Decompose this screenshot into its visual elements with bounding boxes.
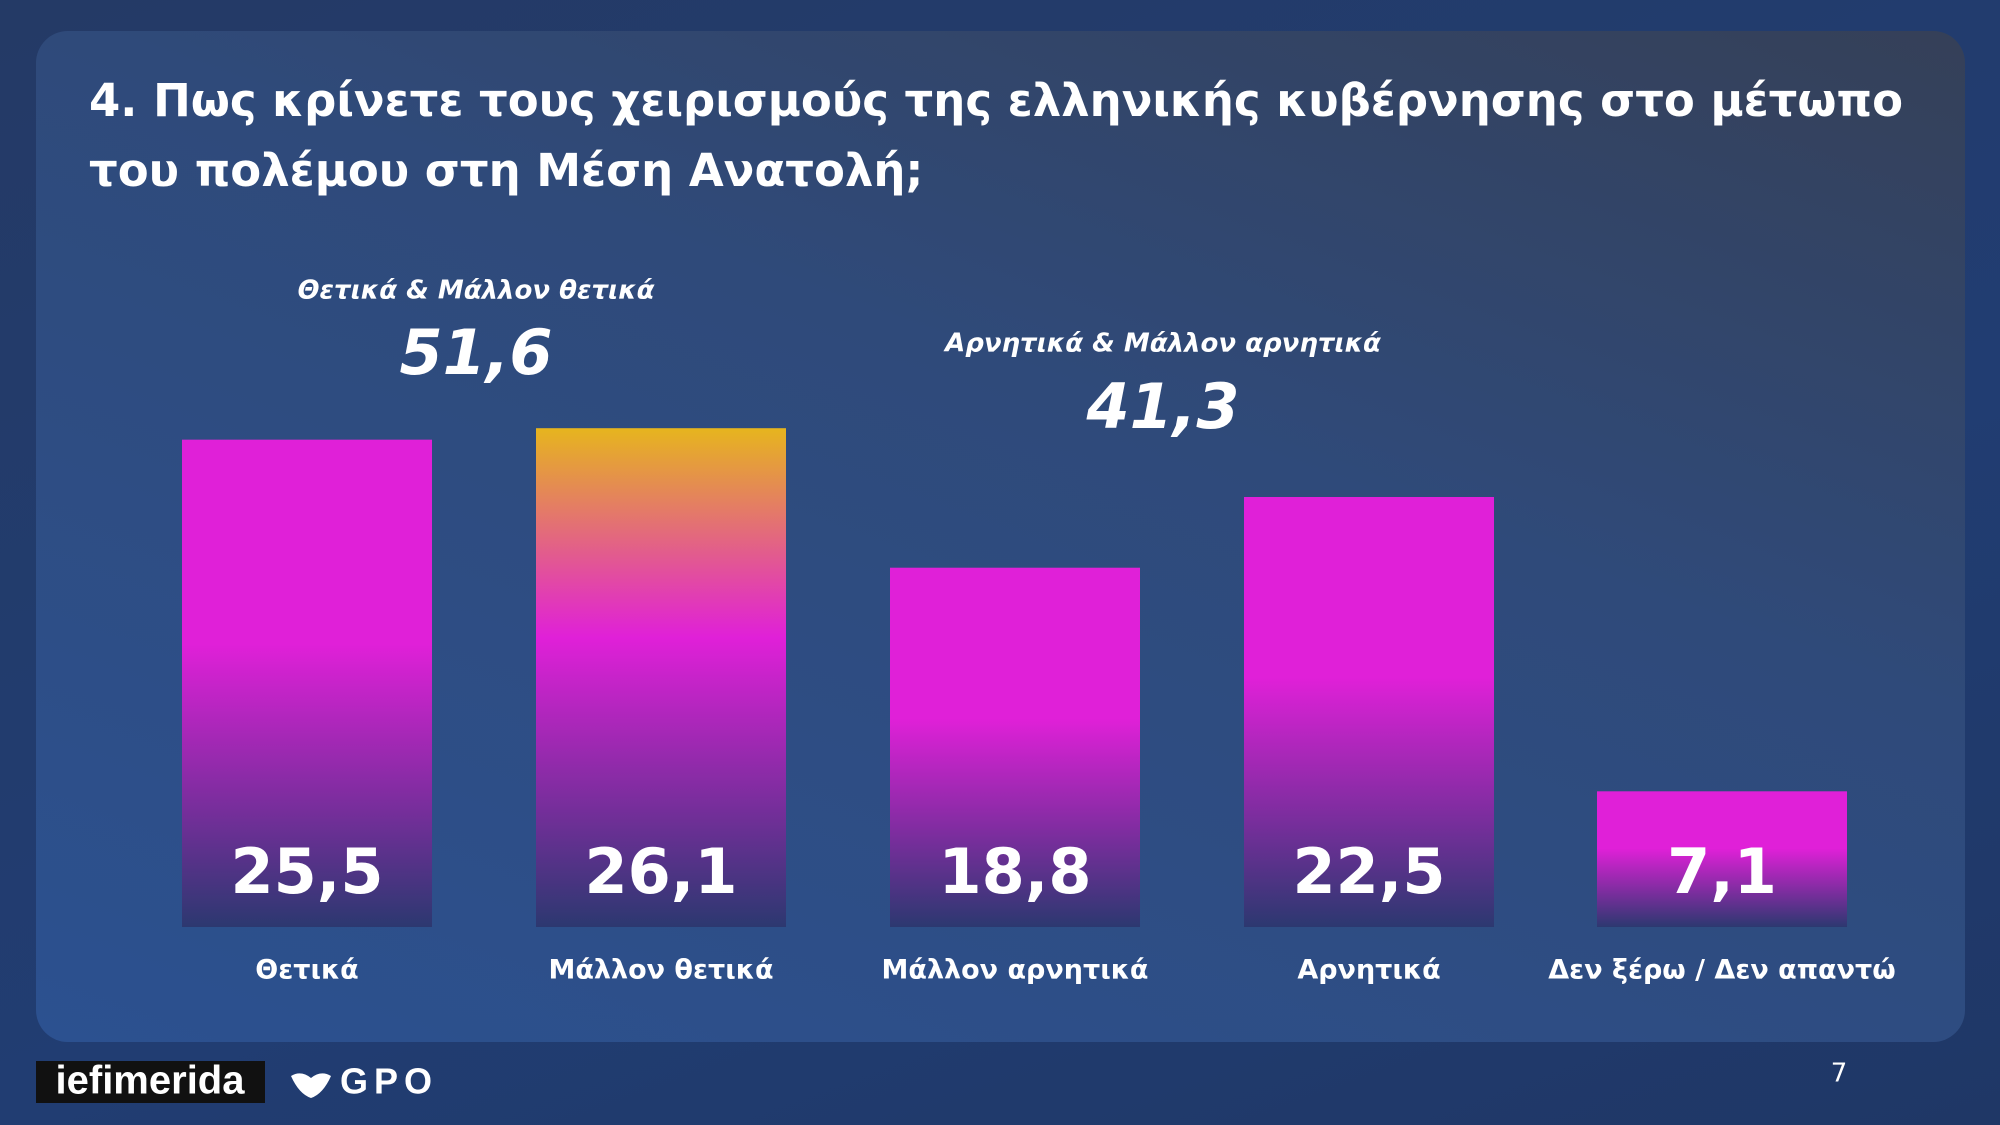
chart-title: 4. Πως κρίνετε τους χειρισμούς της ελλην…: [89, 74, 1904, 197]
value-label: 18,8: [939, 835, 1092, 908]
partner-icon: [291, 1073, 331, 1098]
group-label: Αρνητικά & Μάλλον αρνητικά: [943, 329, 1381, 359]
x-tick-label: Αρνητικά: [1297, 955, 1440, 986]
value-label: 26,1: [585, 835, 738, 908]
x-tick-label: Μάλλον αρνητικά: [882, 955, 1149, 986]
page-number: 7: [1831, 1059, 1848, 1089]
bar: [1244, 497, 1494, 927]
partner-logo: GPO: [340, 1061, 438, 1102]
bar: [890, 567, 1140, 927]
group-label: Θετικά & Μάλλον θετικά: [297, 276, 654, 306]
logo-box: [36, 1061, 265, 1103]
bar: [536, 428, 786, 927]
value-label: 22,5: [1293, 835, 1446, 908]
x-tick-label: Θετικά: [255, 955, 358, 986]
logo: iefimerida: [56, 1059, 246, 1103]
value-label: 7,1: [1667, 835, 1777, 908]
bar: [1597, 791, 1847, 927]
bar: [182, 439, 432, 927]
x-tick-label: Μάλλον θετικά: [549, 955, 774, 986]
value-label: 25,5: [231, 835, 384, 908]
x-tick-label: Δεν ξέρω / Δεν απαντώ: [1548, 955, 1895, 986]
group-total: 51,6: [400, 316, 553, 389]
group-total: 41,3: [1086, 370, 1240, 443]
